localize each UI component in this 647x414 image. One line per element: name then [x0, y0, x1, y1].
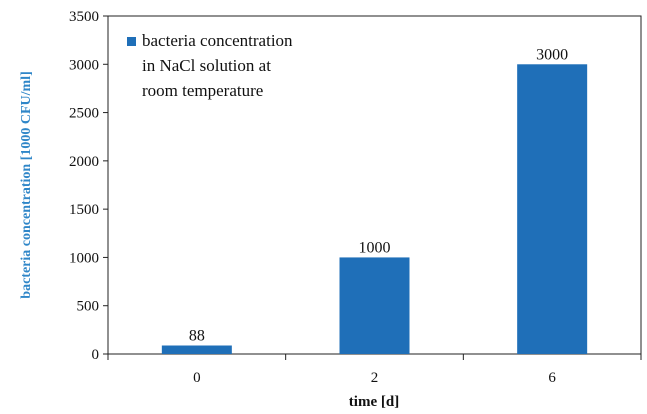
x-tick-label: 0 — [193, 370, 201, 386]
legend-line-3: room temperature — [142, 81, 263, 100]
y-tick-label: 500 — [77, 299, 100, 315]
y-tick-label: 1500 — [69, 202, 99, 218]
bar-2 — [339, 257, 410, 354]
bar-0 — [161, 345, 232, 354]
legend: bacteria concentration in NaCl solution … — [127, 31, 293, 100]
x-tick-label: 6 — [548, 370, 556, 386]
y-tick-label: 3000 — [69, 57, 99, 73]
y-tick-label: 2500 — [69, 106, 99, 122]
x-axis-ticks: 0 2 6 — [107, 354, 642, 386]
data-label-6: 3000 — [536, 46, 568, 63]
y-tick-label: 2000 — [69, 154, 99, 170]
legend-line-1: bacteria concentration — [142, 31, 293, 50]
y-tick-label: 3500 — [69, 9, 99, 25]
x-tick-label: 2 — [371, 370, 379, 386]
legend-line-2: in NaCl solution at — [142, 56, 271, 75]
bar-6 — [517, 64, 588, 355]
y-axis-title: bacteria concentration [1000 CFU/ml] — [19, 71, 34, 298]
data-labels: 88 1000 3000 — [189, 46, 568, 344]
y-tick-label: 0 — [92, 347, 100, 363]
data-label-2: 1000 — [359, 239, 391, 256]
data-label-0: 88 — [189, 328, 205, 345]
legend-swatch — [127, 37, 136, 46]
y-tick-label: 1000 — [69, 250, 99, 266]
x-axis-title: time [d] — [349, 394, 399, 410]
y-axis-ticks: 0 500 1000 1500 2000 2500 3000 3500 — [69, 9, 108, 363]
bars — [161, 64, 588, 355]
